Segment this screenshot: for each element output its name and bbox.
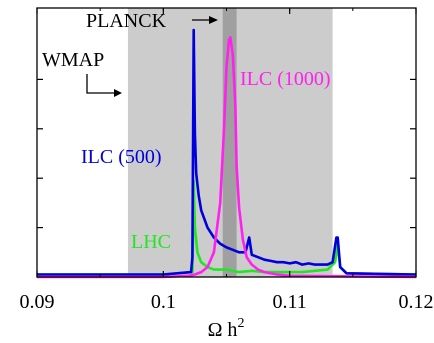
- series-label-ilc-1000: ILC (1000): [240, 68, 331, 90]
- wmap-label: WMAP: [42, 49, 104, 71]
- x-tick-label: 0.11: [273, 291, 307, 313]
- x-tick-label: 0.12: [399, 291, 434, 313]
- wmap-arrow: [86, 74, 120, 94]
- series-label-lhc: LHC: [131, 231, 171, 253]
- planck-label: PLANCK: [86, 10, 167, 32]
- x-axis-label-superscript: 2: [237, 316, 244, 331]
- planck-band: [222, 8, 237, 277]
- x-tick-label: 0.1: [151, 291, 176, 313]
- series-line-lhc: [37, 179, 417, 276]
- x-axis-label: Ω h2: [208, 316, 245, 341]
- series-label-ilc-500: ILC (500): [81, 146, 162, 168]
- wmap-arrowhead: [114, 89, 122, 97]
- series-line-ilc-1000: [37, 36, 417, 279]
- series-line-ilc-500: [37, 28, 417, 276]
- planck-arrowhead: [209, 16, 218, 24]
- x-tick-label: 0.09: [20, 291, 55, 313]
